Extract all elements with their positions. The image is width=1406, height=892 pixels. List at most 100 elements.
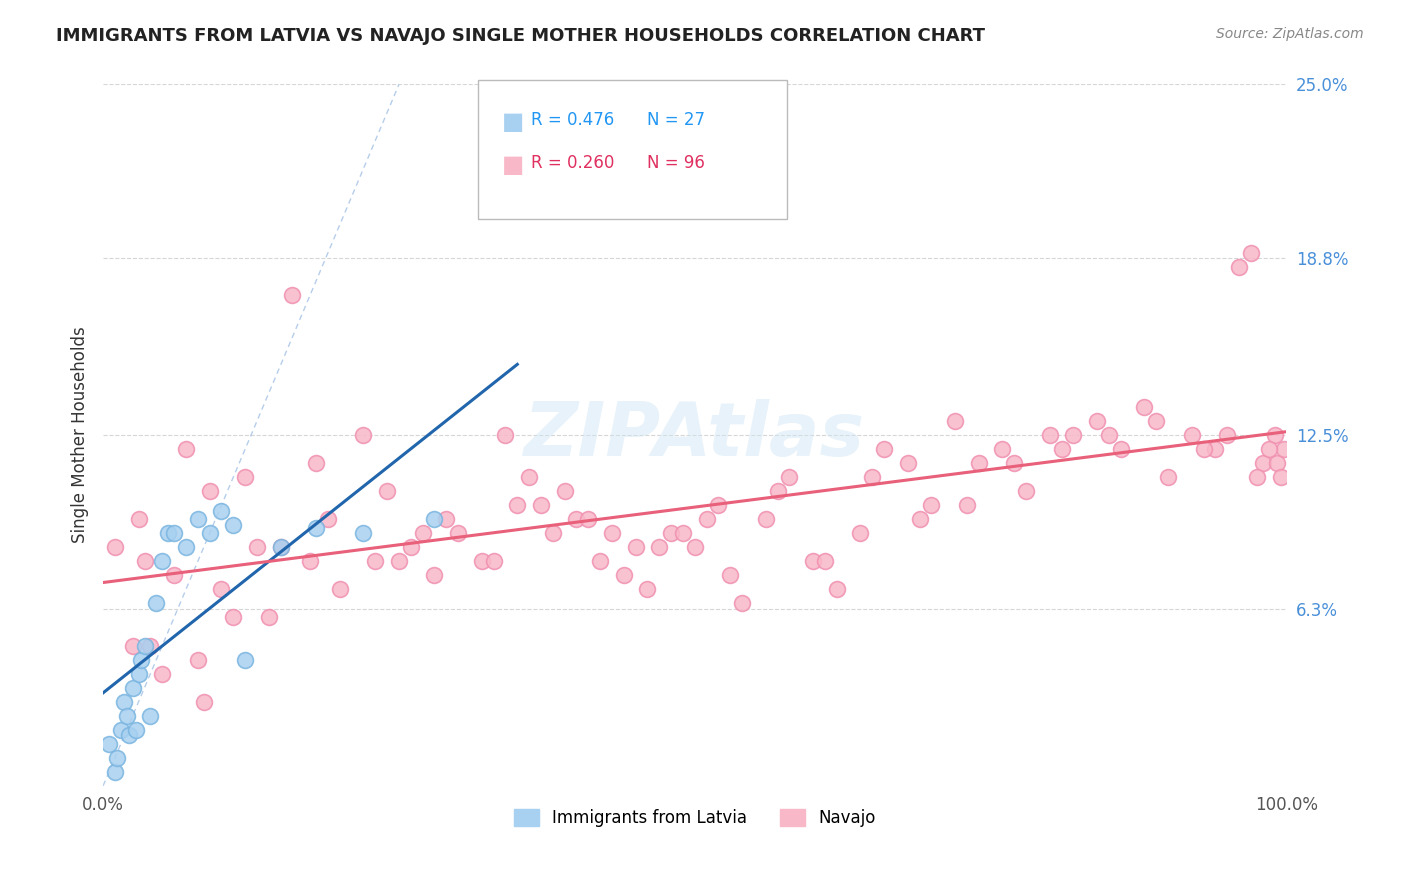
Point [897, 456, 920, 470]
Point [1157, 470, 1180, 484]
Point [565, 512, 588, 526]
Text: N = 96: N = 96 [647, 154, 704, 172]
Point [471, 554, 494, 568]
Point [943, 414, 966, 428]
Point [125, 723, 148, 737]
Point [423, 512, 446, 526]
Text: ■: ■ [502, 153, 524, 177]
Point [211, 504, 233, 518]
Point [257, 610, 280, 624]
Point [517, 470, 540, 484]
Point [849, 526, 872, 541]
Point [281, 288, 304, 302]
Point [447, 526, 470, 541]
Point [129, 652, 152, 666]
Point [121, 639, 143, 653]
Point [600, 526, 623, 541]
Point [1240, 245, 1263, 260]
Point [1216, 428, 1239, 442]
Point [198, 484, 221, 499]
Point [1251, 456, 1274, 470]
Point [163, 526, 186, 541]
Point [193, 695, 215, 709]
Point [707, 498, 730, 512]
Point [1272, 442, 1295, 457]
Point [412, 526, 434, 541]
Point [128, 512, 150, 526]
Point [105, 750, 128, 764]
Point [305, 521, 328, 535]
Point [364, 554, 387, 568]
Point [541, 526, 564, 541]
Point [157, 526, 180, 541]
Point [1227, 260, 1250, 274]
Point [1270, 470, 1292, 484]
Point [755, 512, 778, 526]
Point [1264, 428, 1286, 442]
Point [1144, 414, 1167, 428]
Point [139, 639, 162, 653]
Text: R = 0.476: R = 0.476 [531, 112, 614, 129]
Point [115, 708, 138, 723]
Point [198, 526, 221, 541]
Point [482, 554, 505, 568]
Point [139, 708, 162, 723]
Point [222, 610, 245, 624]
Point [1098, 428, 1121, 442]
Point [860, 470, 883, 484]
Point [174, 541, 197, 555]
Point [187, 512, 209, 526]
Point [434, 512, 457, 526]
Point [1181, 428, 1204, 442]
Point [104, 764, 127, 779]
Point [1085, 414, 1108, 428]
Point [423, 568, 446, 582]
Point [766, 484, 789, 499]
Point [801, 554, 824, 568]
Point [112, 695, 135, 709]
Point [956, 498, 979, 512]
Point [1257, 442, 1279, 457]
Point [163, 568, 186, 582]
Point [104, 541, 127, 555]
Point [98, 737, 121, 751]
Text: Source: ZipAtlas.com: Source: ZipAtlas.com [1216, 27, 1364, 41]
Y-axis label: Single Mother Households: Single Mother Households [72, 326, 89, 543]
Point [353, 526, 375, 541]
Point [233, 652, 256, 666]
Point [1265, 456, 1288, 470]
Point [305, 456, 328, 470]
Point [1002, 456, 1025, 470]
Point [118, 728, 141, 742]
Point [506, 498, 529, 512]
Text: R = 0.260: R = 0.260 [531, 154, 614, 172]
Point [246, 541, 269, 555]
Point [110, 723, 132, 737]
Point [1246, 470, 1268, 484]
Point [778, 470, 800, 484]
Point [211, 582, 233, 597]
Point [613, 568, 636, 582]
Point [814, 554, 837, 568]
Point [530, 498, 553, 512]
Point [388, 554, 411, 568]
Point [589, 554, 612, 568]
Text: ZIPAtlas: ZIPAtlas [524, 399, 865, 472]
Point [672, 526, 695, 541]
Point [187, 652, 209, 666]
Point [873, 442, 896, 457]
Point [1062, 428, 1084, 442]
Point [128, 666, 150, 681]
Point [908, 512, 931, 526]
Text: ■: ■ [502, 111, 524, 134]
Text: N = 27: N = 27 [647, 112, 704, 129]
Point [134, 554, 156, 568]
Point [495, 428, 517, 442]
Point [659, 526, 682, 541]
Point [134, 639, 156, 653]
Point [145, 596, 167, 610]
Point [1039, 428, 1062, 442]
Point [329, 582, 352, 597]
Point [316, 512, 339, 526]
Point [150, 666, 173, 681]
